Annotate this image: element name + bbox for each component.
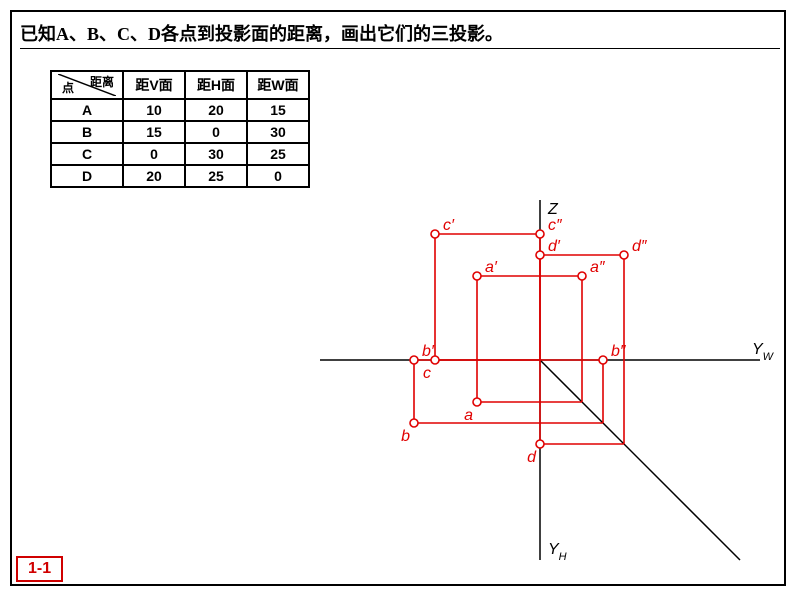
col-header: 距V面 — [123, 71, 185, 99]
row-name: A — [51, 99, 123, 121]
cell: 10 — [123, 99, 185, 121]
cell: 25 — [247, 143, 309, 165]
svg-text:a″: a″ — [590, 259, 606, 276]
cell: 0 — [123, 143, 185, 165]
table-row: A 10 20 15 — [51, 99, 309, 121]
svg-text:d″: d″ — [632, 238, 648, 255]
svg-text:c: c — [423, 365, 431, 382]
cell: 20 — [185, 99, 247, 121]
table-row: 点 距离 距V面 距H面 距W面 — [51, 71, 309, 99]
svg-text:a′: a′ — [485, 259, 498, 276]
svg-text:Z: Z — [547, 201, 559, 218]
title-underline — [20, 48, 780, 49]
corner-bottom-label: 点 — [62, 79, 74, 96]
cell: 30 — [247, 121, 309, 143]
table-row: B 15 0 30 — [51, 121, 309, 143]
projection-diagram: ZYWYHa′a″ab′b″bc′c″cd′d″d — [240, 180, 780, 580]
svg-text:c′: c′ — [443, 217, 455, 234]
page-number-label: 1-1 — [16, 556, 63, 582]
cell: 30 — [185, 143, 247, 165]
table-corner-cell: 点 距离 — [51, 71, 123, 99]
svg-text:YH: YH — [548, 541, 567, 563]
cell: 15 — [247, 99, 309, 121]
svg-text:d′: d′ — [548, 238, 561, 255]
cell: 25 — [185, 165, 247, 187]
problem-title: 已知A、B、C、D各点到投影面的距离，画出它们的三投影。 — [20, 20, 780, 46]
row-name: D — [51, 165, 123, 187]
table-row: C 0 30 25 — [51, 143, 309, 165]
distance-table: 点 距离 距V面 距H面 距W面 A 10 20 15 B 15 0 30 C … — [50, 70, 310, 188]
svg-text:b: b — [401, 428, 410, 445]
svg-text:d: d — [527, 449, 537, 466]
cell: 0 — [185, 121, 247, 143]
svg-text:b″: b″ — [611, 343, 627, 360]
cell: 15 — [123, 121, 185, 143]
corner-top-label: 距离 — [90, 73, 114, 90]
svg-text:b′: b′ — [422, 343, 435, 360]
row-name: C — [51, 143, 123, 165]
svg-text:a: a — [464, 407, 473, 424]
col-header: 距H面 — [185, 71, 247, 99]
col-header: 距W面 — [247, 71, 309, 99]
cell: 20 — [123, 165, 185, 187]
row-name: B — [51, 121, 123, 143]
svg-text:c″: c″ — [548, 217, 563, 234]
